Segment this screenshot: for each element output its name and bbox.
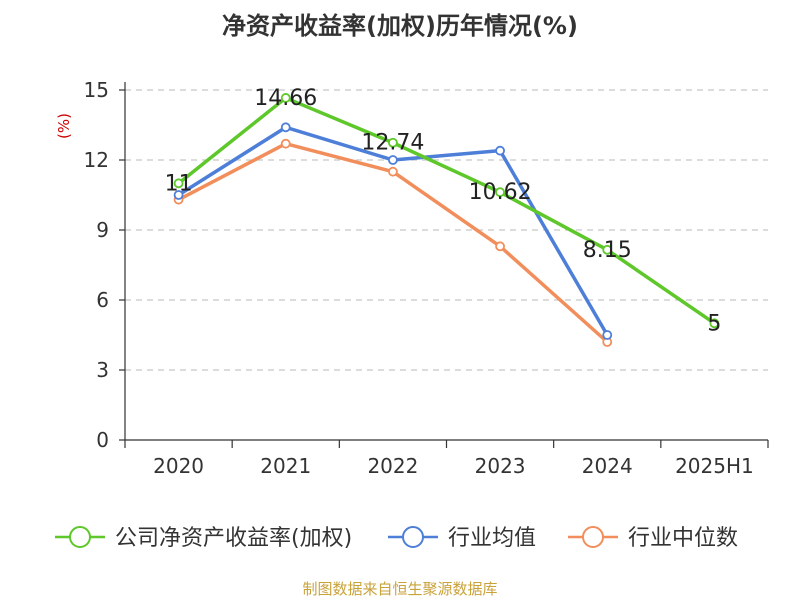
x-tick-label: 2025H1 — [675, 454, 754, 478]
data-point — [388, 166, 398, 177]
data-point — [173, 190, 184, 200]
data-point — [280, 122, 291, 133]
data-point — [602, 244, 613, 255]
data-point — [602, 330, 613, 340]
data-point — [173, 178, 184, 189]
x-tick-label: 2023 — [475, 454, 526, 478]
y-tick-label: 6 — [96, 288, 109, 312]
x-tick-label: 2022 — [367, 454, 418, 478]
legend-label: 公司净资产收益率(加权) — [115, 526, 352, 551]
data-label: 5 — [707, 311, 721, 336]
data-point — [495, 241, 505, 252]
legend-label: 行业均值 — [448, 526, 536, 551]
x-tick-label: 2021 — [260, 454, 311, 478]
data-label: 10.62 — [469, 180, 532, 205]
legend-marker-icon — [69, 526, 91, 548]
legend-marker-icon — [582, 526, 604, 548]
data-label: 8.15 — [583, 238, 632, 263]
y-tick-label: 15 — [84, 78, 109, 102]
y-tick-label: 12 — [84, 148, 109, 172]
x-tick-label: 2020 — [153, 454, 204, 478]
data-point — [709, 318, 720, 329]
x-tick-label: 2024 — [582, 454, 633, 478]
data-label: 14.66 — [254, 86, 317, 111]
data-point — [280, 138, 291, 149]
chart-title: 净资产收益率(加权)历年情况(%) — [222, 12, 578, 40]
data-label: 11 — [165, 171, 193, 196]
data-label: 12.74 — [361, 131, 424, 156]
data-point — [495, 145, 505, 156]
data-point — [495, 187, 505, 198]
y-tick-label: 3 — [96, 358, 109, 382]
legend-marker-icon — [402, 526, 424, 548]
data-point — [388, 137, 398, 148]
series-line — [177, 96, 716, 325]
y-tick-label: 9 — [96, 218, 109, 242]
data-source-note: 制图数据来自恒生聚源数据库 — [302, 580, 498, 598]
legend-label: 行业中位数 — [628, 526, 738, 551]
data-point — [280, 93, 291, 103]
y-axis-label: (%) — [55, 113, 73, 139]
data-point — [388, 155, 398, 165]
y-tick-label: 0 — [96, 428, 109, 452]
